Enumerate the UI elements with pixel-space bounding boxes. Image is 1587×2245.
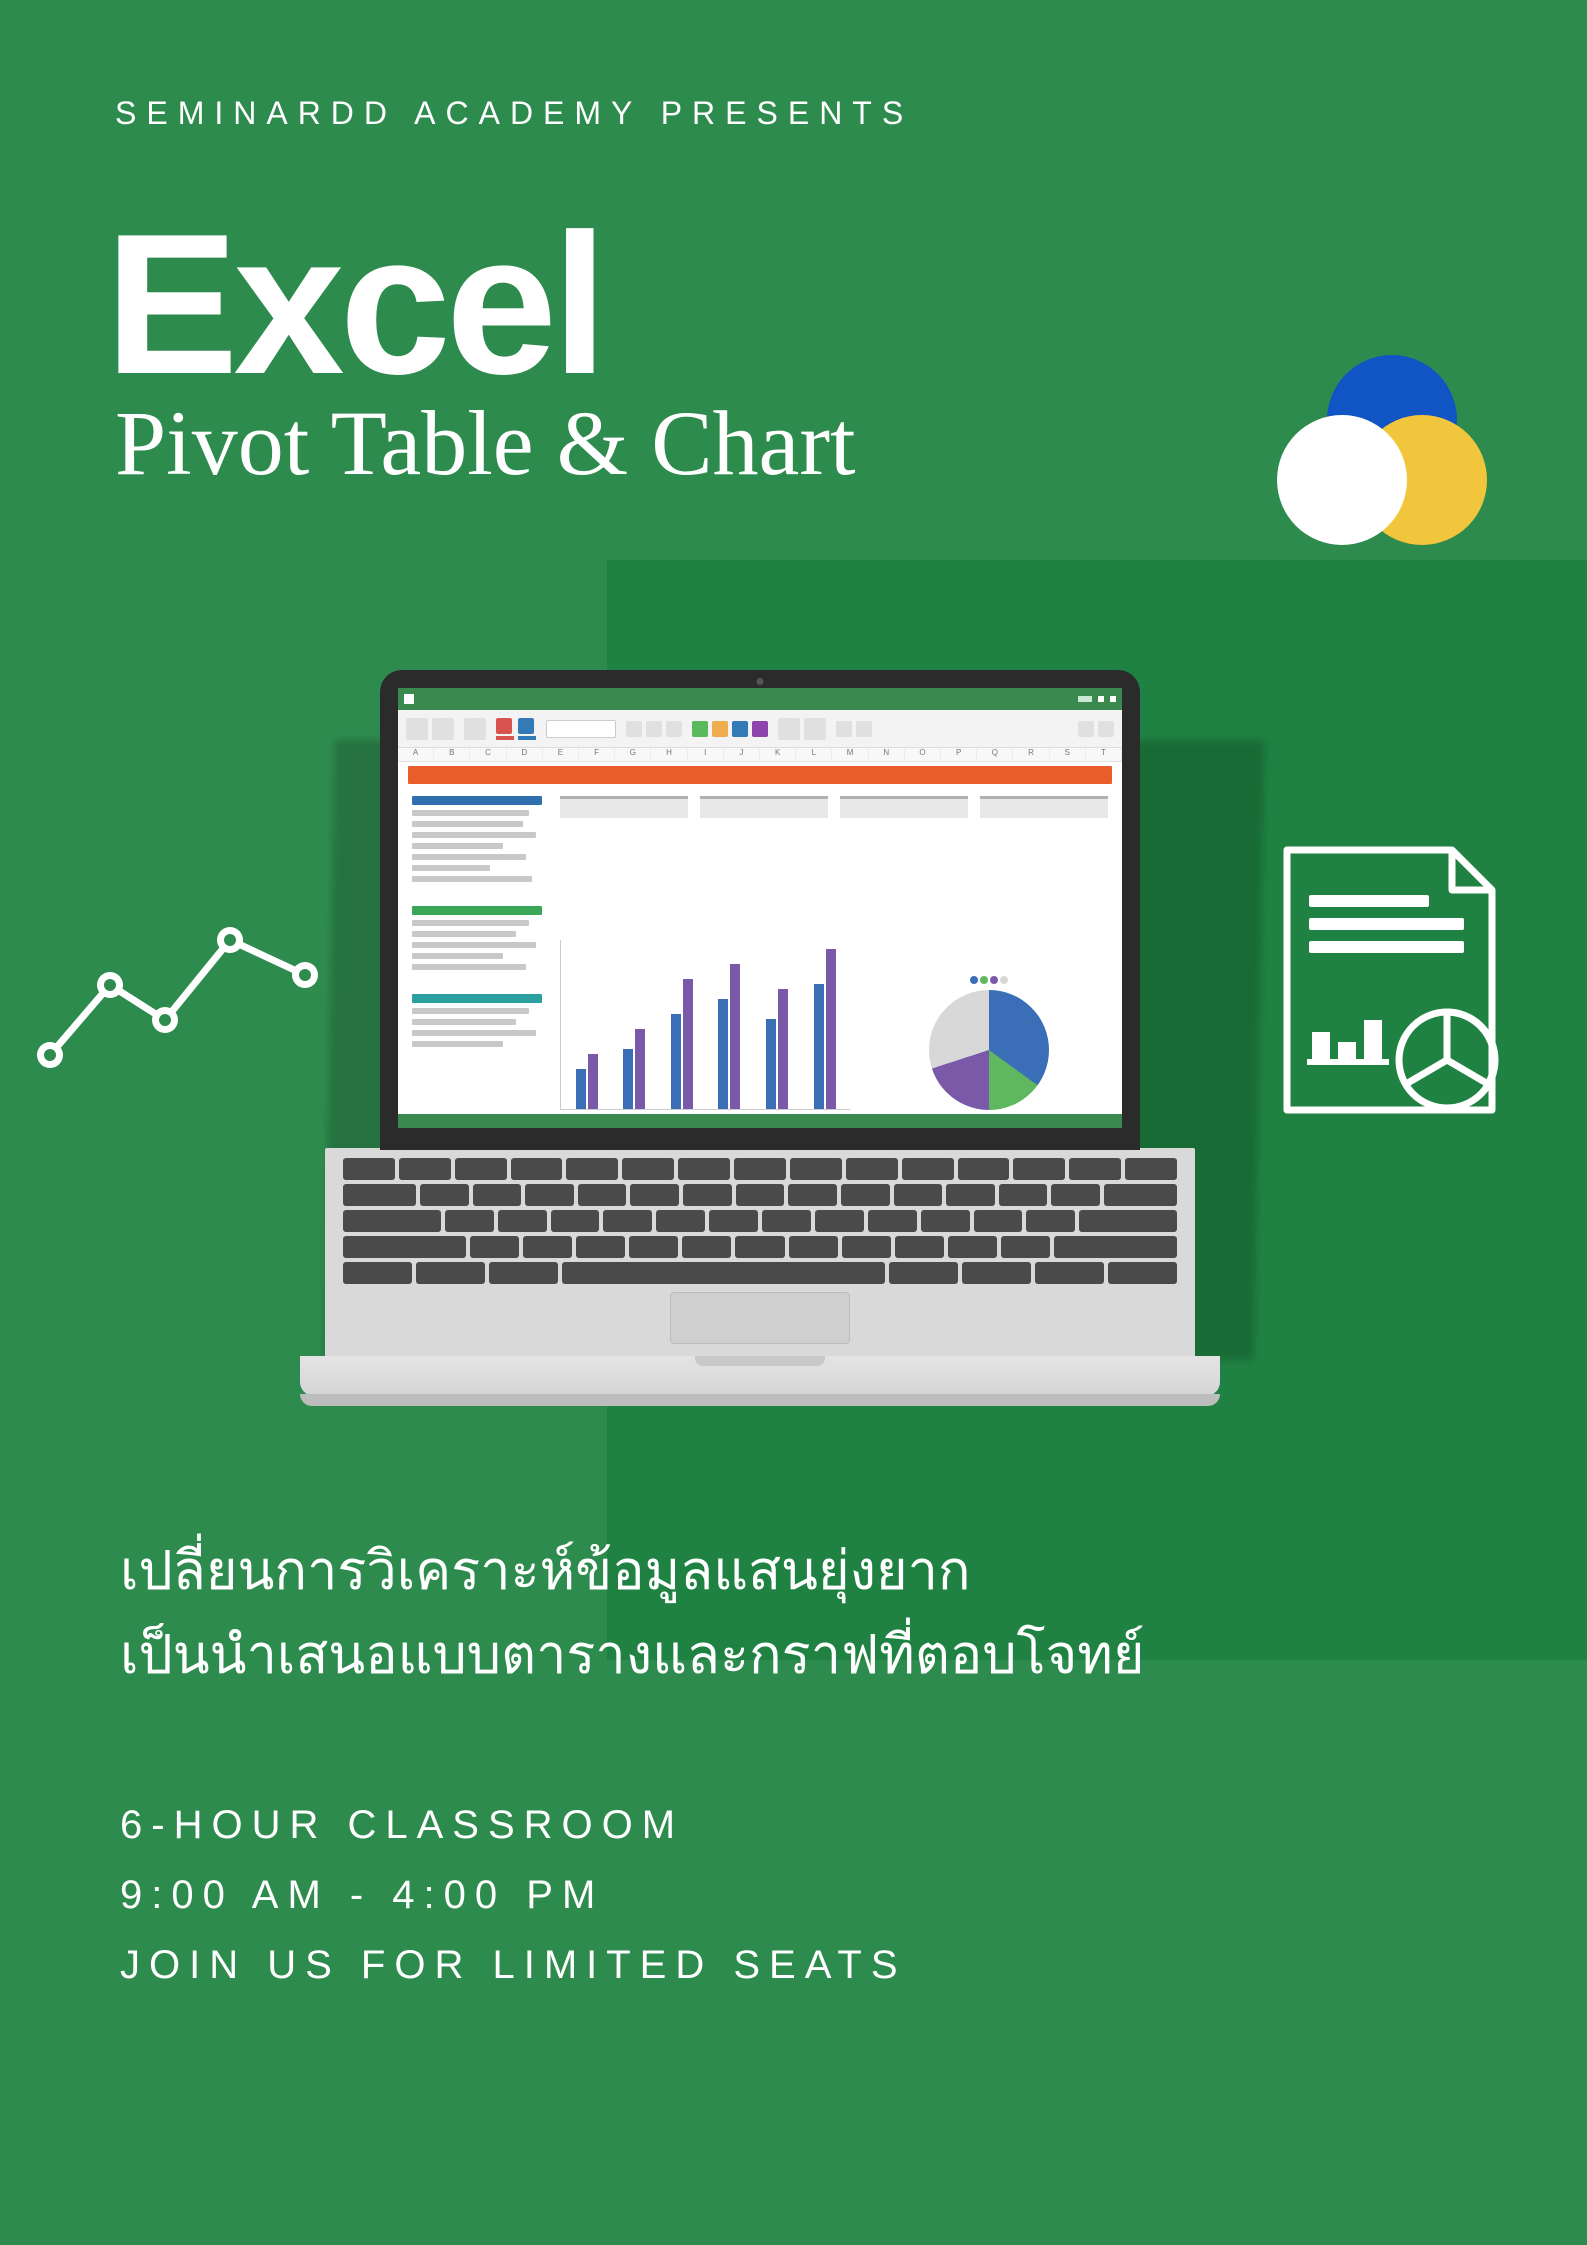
embedded-pie-chart — [870, 966, 1108, 1110]
details-line-3: JOIN US FOR LIMITED SEATS — [120, 1930, 907, 2000]
report-document-icon — [1277, 840, 1502, 1120]
poster-title: Excel — [105, 190, 603, 420]
details-block: 6-HOUR CLASSROOM 9:00 AM - 4:00 PM JOIN … — [120, 1790, 907, 2000]
data-block-1 — [412, 796, 542, 882]
spreadsheet-column-headers: ABCDEFGHIJKLMNOPQRST — [398, 748, 1122, 762]
details-line-1: 6-HOUR CLASSROOM — [120, 1790, 907, 1860]
window-titlebar — [398, 688, 1122, 710]
venn-circle-white — [1277, 415, 1407, 545]
sheet-orange-banner — [408, 766, 1112, 784]
data-block-2 — [412, 906, 542, 970]
details-line-2: 9:00 AM - 4:00 PM — [120, 1860, 907, 1930]
spreadsheet-status-bar — [398, 1114, 1122, 1128]
venn-diagram-icon — [1257, 355, 1487, 565]
line-chart-icon — [35, 900, 335, 1080]
description-line-1: เปลี่ยนการวิเคราะห์ข้อมูลแสนยุ่งยาก — [120, 1530, 1145, 1614]
data-block-3 — [412, 994, 542, 1047]
laptop-base — [300, 1356, 1220, 1396]
spreadsheet-screen: ABCDEFGHIJKLMNOPQRST — [398, 688, 1122, 1128]
laptop-screen-bezel: ABCDEFGHIJKLMNOPQRST — [380, 670, 1140, 1150]
laptop-keyboard — [325, 1148, 1195, 1358]
poster-subtitle: Pivot Table & Chart — [115, 390, 856, 496]
presenter-label: SEMINARDD ACADEMY PRESENTS — [115, 95, 913, 132]
laptop-illustration: ABCDEFGHIJKLMNOPQRST — [300, 670, 1220, 1396]
spreadsheet-toolbar — [398, 710, 1122, 748]
description-text: เปลี่ยนการวิเคราะห์ข้อมูลแสนยุ่งยาก เป็น… — [120, 1530, 1145, 1697]
description-line-2: เป็นนำเสนอแบบตารางและกราฟที่ตอบโจทย์ — [120, 1614, 1145, 1698]
sheet-tabs — [560, 796, 1108, 818]
embedded-bar-chart — [560, 940, 850, 1110]
sheet-body — [398, 788, 1122, 1114]
